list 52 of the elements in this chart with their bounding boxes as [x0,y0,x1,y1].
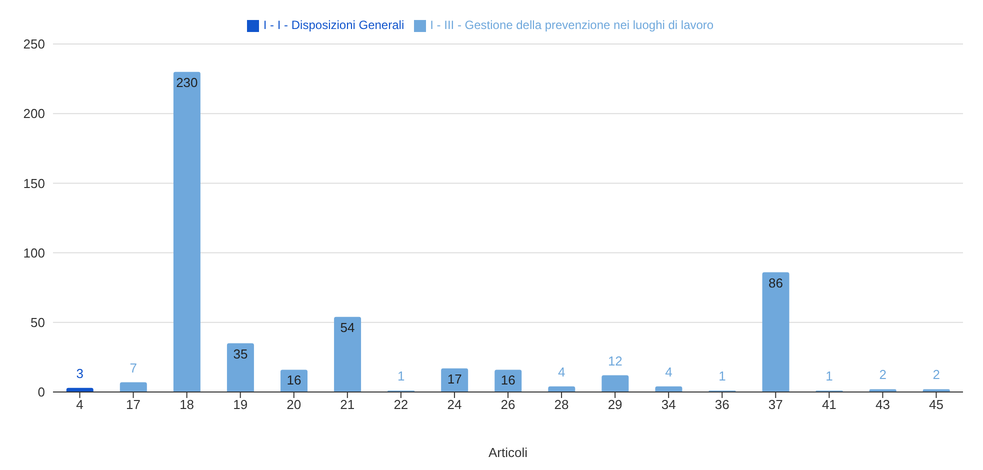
data-label: 17 [447,371,462,386]
x-tick-label: 17 [126,397,141,412]
x-tick-label: 41 [822,397,836,412]
bar [602,375,629,392]
y-tick-label: 100 [23,245,45,260]
x-tick-label: 21 [340,397,355,412]
data-label: 3 [76,366,84,381]
x-tick-label: 22 [394,397,408,412]
x-tick-label: 4 [76,397,84,412]
bar [120,382,147,392]
x-tick-label: 43 [875,397,890,412]
x-tick-label: 19 [233,397,248,412]
data-label: 35 [233,346,248,362]
y-tick-label: 50 [30,315,45,330]
data-label: 1 [718,368,726,384]
data-label: 4 [665,364,672,380]
data-label: 1 [397,368,405,384]
x-tick-label: 45 [929,397,944,412]
bar [762,272,790,392]
bar [226,343,254,392]
y-tick-label: 0 [38,384,45,400]
x-tick-label: 18 [180,397,194,412]
legend-label: I - III - Gestione della prevenzione nei luoghi di lavoro [430,18,714,32]
data-label: 1 [826,368,833,384]
data-label: 16 [286,372,302,388]
data-label: 2 [879,367,886,382]
x-tick-label: 20 [286,397,302,412]
legend-label: I - I - Disposizioni Generali [263,18,404,32]
x-tick-label: 34 [661,397,676,412]
data-label: 12 [608,353,622,368]
x-tick-label: 29 [608,397,622,412]
x-tick-label: 28 [554,397,569,412]
y-tick-label: 150 [23,176,45,191]
bar [173,72,200,392]
bar [441,368,468,392]
y-tick-label: 250 [23,36,45,52]
data-label: 4 [558,364,566,380]
data-label: 86 [768,275,783,290]
x-tick-label: 37 [768,397,783,412]
y-tick-label: 200 [23,106,45,122]
data-label: 16 [500,372,516,388]
x-tick-label: 26 [500,397,516,412]
x-tick-label: 36 [714,397,730,412]
data-label: 7 [130,360,138,376]
bar [548,386,576,392]
data-label: 54 [340,320,355,335]
bar [334,316,362,392]
x-axis-title: Articoli [488,445,528,460]
data-label: 230 [176,74,198,90]
data-label: 2 [932,367,940,382]
x-tick-label: 24 [447,397,462,412]
bar [655,386,682,392]
